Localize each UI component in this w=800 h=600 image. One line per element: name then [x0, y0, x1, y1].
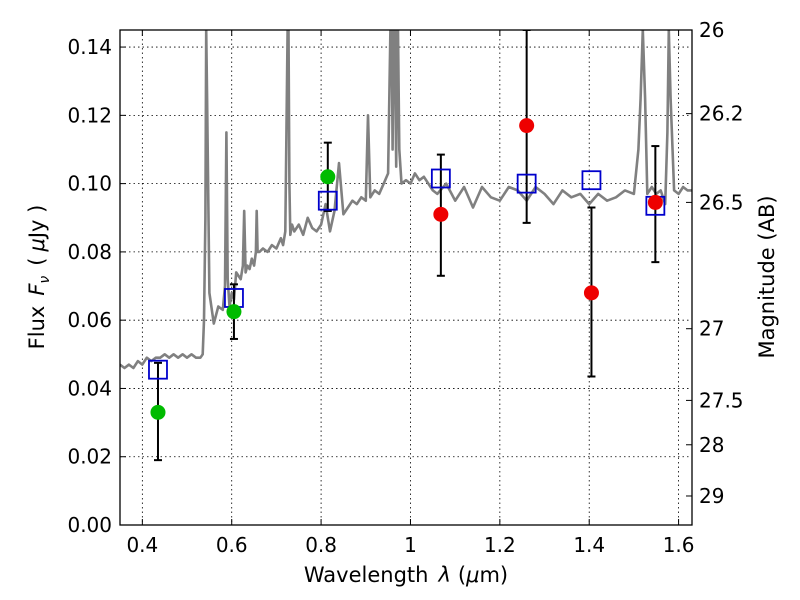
- x-axis-title-units-open: (: [458, 563, 466, 587]
- x-axis-title-units-rest: m): [479, 563, 508, 587]
- y-axis-title-units-rest: Jy ): [25, 205, 49, 241]
- series-layer: [120, 30, 692, 462]
- y-tick-label: 0.00: [67, 513, 112, 537]
- y-tick-label: 0.04: [67, 376, 112, 400]
- y2-tick-label: 28: [699, 433, 724, 457]
- x-tick-label: 1.6: [663, 533, 695, 557]
- model-flux-square: [148, 359, 168, 380]
- y2-tick-label: 27: [699, 317, 724, 341]
- y-tick-label: 0.12: [67, 103, 112, 127]
- y2-tick-label: 27.5: [699, 388, 744, 412]
- flux-point: [647, 194, 663, 210]
- x-tick-label: 1: [404, 533, 417, 557]
- y2-axis-title: Magnitude (AB): [755, 195, 779, 358]
- y-axis-title-text: Flux: [25, 306, 49, 350]
- y-tick-label: 0.06: [67, 308, 112, 332]
- y-axis-title-symbol: F: [25, 283, 49, 296]
- model-flux-square: [430, 168, 451, 189]
- flux-point: [433, 206, 449, 222]
- x-tick-label: 1.4: [573, 533, 605, 557]
- plot-frame: [119, 29, 693, 526]
- axis-ticks: 0.4 0.6 0.8 1 1.2 1.4 1.6 0.00 0.02 0.04 0.06 0.08 0…: [67, 18, 743, 557]
- y2-tick-label: 26.5: [699, 190, 744, 214]
- model-flux-square: [581, 170, 602, 191]
- sed-model-line: [120, 30, 692, 370]
- y-tick-label: 0.14: [67, 35, 112, 59]
- flux-point: [519, 118, 535, 134]
- model-flux-square: [317, 190, 338, 211]
- y-tick-label: 0.10: [67, 172, 112, 196]
- x-tick-label: 0.4: [126, 533, 158, 557]
- x-axis-title-symbol: λ: [437, 563, 450, 587]
- flux-point: [320, 169, 336, 185]
- y-axis-title: Flux Fν ( μJy ): [25, 205, 53, 350]
- x-axis-title: Wavelength λ (μm): [304, 563, 508, 587]
- x-axis-title-units-mu: μ: [465, 563, 479, 587]
- model-flux-square: [516, 173, 537, 194]
- x-tick-label: 1.2: [484, 533, 516, 557]
- y-axis-title-units-mu: μ: [25, 238, 49, 252]
- y2-tick-label: 29: [699, 484, 724, 508]
- y-tick-label: 0.02: [67, 445, 112, 469]
- flux-point: [150, 404, 166, 420]
- x-axis-title-text: Wavelength: [304, 563, 429, 587]
- y-axis-title-units-open: (: [25, 258, 49, 266]
- flux-point: [226, 304, 242, 320]
- y2-tick-label: 26.2: [699, 102, 744, 126]
- y-tick-label: 0.08: [67, 240, 112, 264]
- y-axis-title-subscript: ν: [37, 276, 53, 284]
- x-tick-label: 0.8: [305, 533, 337, 557]
- y2-tick-label: 26: [699, 18, 724, 42]
- flux-point: [583, 285, 599, 301]
- x-tick-label: 0.6: [216, 533, 248, 557]
